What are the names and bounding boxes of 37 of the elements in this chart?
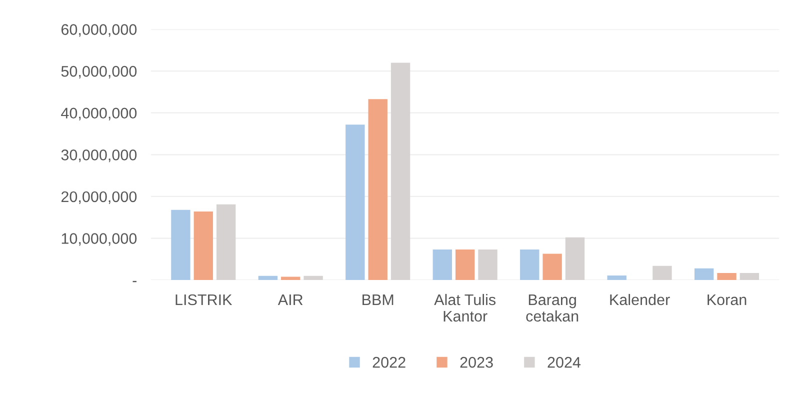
bar	[194, 212, 213, 280]
legend-label: 2023	[460, 356, 493, 368]
y-tick-label: 10,000,000	[62, 233, 137, 246]
y-tick-label: 50,000,000	[61, 66, 137, 79]
bar	[455, 250, 475, 280]
bar	[694, 268, 714, 280]
x-tick-label: BBM	[362, 294, 394, 306]
bar	[478, 250, 498, 280]
bar	[281, 276, 300, 280]
bar	[171, 210, 190, 280]
x-tick-label: AIR	[278, 294, 303, 306]
y-tick-label: 30,000,000	[61, 150, 137, 162]
bar	[346, 124, 365, 280]
y-tick-label: 40,000,000	[61, 108, 137, 120]
x-tick-label: Alat Tulis Kantor	[434, 294, 496, 322]
bar	[390, 62, 410, 280]
y-tick-label: 60,000,000	[61, 24, 137, 37]
y-tick-label: 20,000,000	[61, 191, 137, 204]
bar	[304, 276, 323, 280]
bar	[368, 99, 388, 280]
bar	[258, 276, 278, 280]
legend-label: 2022	[372, 356, 406, 368]
x-tick-label: LISTRIK	[176, 294, 232, 306]
bar	[565, 237, 585, 280]
bar	[740, 272, 760, 280]
bar	[652, 266, 672, 280]
x-tick-label: Kalender	[610, 294, 670, 306]
bar	[216, 204, 236, 280]
bar	[607, 275, 626, 280]
x-tick-label: Koran	[708, 294, 746, 306]
bar	[520, 250, 540, 280]
y-tick-label: -	[132, 280, 136, 282]
bar	[432, 250, 452, 280]
bar	[717, 272, 736, 280]
x-tick-label: Barang cetakan	[526, 294, 578, 322]
bar	[542, 254, 562, 280]
legend-label: 2024	[548, 356, 581, 368]
